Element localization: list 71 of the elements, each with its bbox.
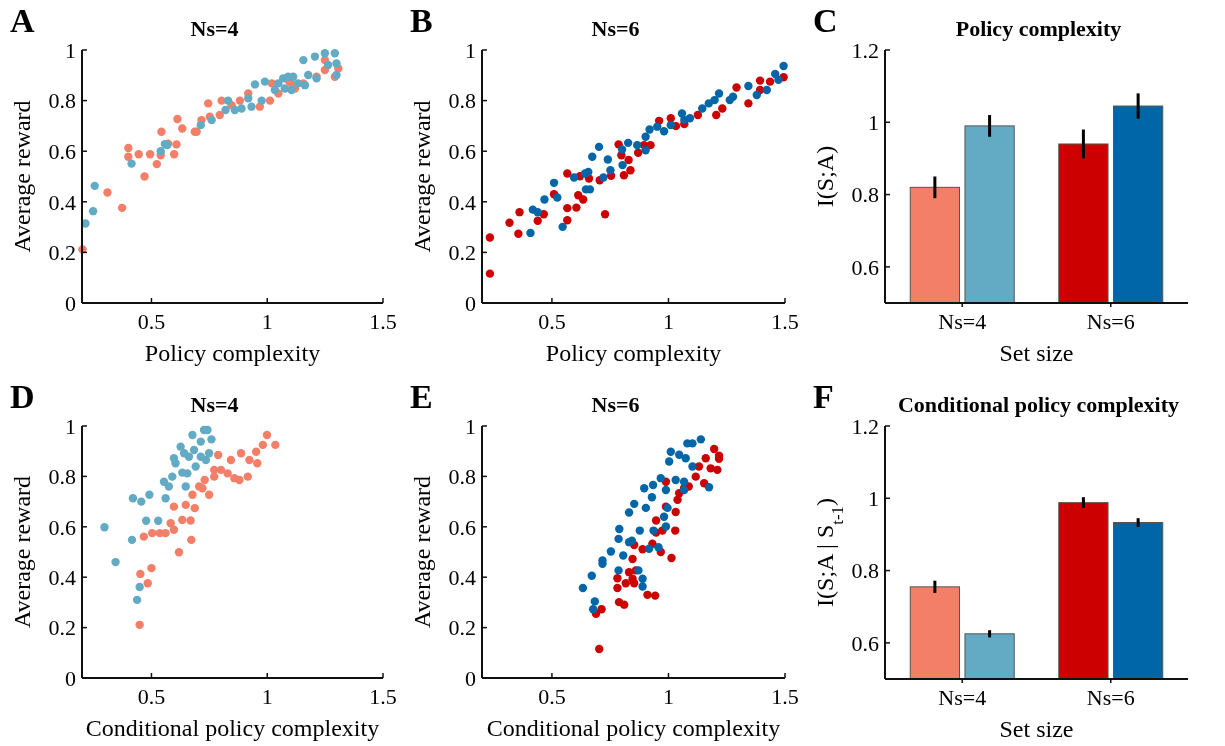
y-tick-label: 1 bbox=[868, 485, 879, 511]
text: A bbox=[10, 2, 35, 39]
y-tick-label: 0.2 bbox=[48, 615, 76, 641]
y-tick-label: 0.6 bbox=[851, 254, 879, 280]
y-tick-label: 0.2 bbox=[448, 240, 476, 266]
text: D bbox=[10, 378, 35, 415]
chart-title: Ns=6 bbox=[591, 16, 640, 41]
y-tick-label: 1.2 bbox=[851, 37, 879, 63]
y-tick-label: 0 bbox=[65, 290, 76, 316]
y-tick-label: 0.4 bbox=[48, 189, 76, 215]
y-tick-label: 0 bbox=[465, 665, 476, 691]
y-tick-label: 0.8 bbox=[448, 464, 476, 490]
y-tick-label: 0.8 bbox=[851, 558, 879, 584]
chart-title: Ns=6 bbox=[591, 392, 640, 417]
y-tick-label: 1.2 bbox=[851, 413, 879, 439]
x-tick-label: 0.5 bbox=[137, 684, 166, 709]
y-tick-label: 0.8 bbox=[48, 88, 76, 114]
text: B bbox=[410, 2, 433, 39]
y-tick-label: 1 bbox=[868, 109, 879, 135]
x-axis-title: Set size bbox=[999, 716, 1074, 742]
text: C bbox=[813, 2, 838, 39]
x-tick-label: Ns=6 bbox=[1086, 309, 1135, 334]
x-axis-title: Set size bbox=[999, 340, 1074, 366]
y-tick-label: 0.6 bbox=[48, 138, 76, 164]
x-tick-label: 1 bbox=[662, 684, 674, 709]
x-tick-label: Ns=4 bbox=[938, 685, 987, 710]
x-tick-label: 0.5 bbox=[137, 309, 166, 334]
y-tick-label: 0.8 bbox=[851, 182, 879, 208]
x-tick-label: Ns=4 bbox=[938, 309, 987, 334]
y-tick-label: 0.8 bbox=[448, 88, 476, 114]
y-tick-label: 0.6 bbox=[851, 630, 879, 656]
chart-title: Conditional policy complexity bbox=[897, 392, 1180, 417]
y-tick-label: 0 bbox=[465, 290, 476, 316]
x-tick-label: 1 bbox=[261, 684, 273, 709]
chart-title: Ns=4 bbox=[190, 16, 239, 41]
x-tick-label: 0.5 bbox=[538, 684, 566, 709]
y-tick-label: 0.6 bbox=[48, 514, 76, 540]
text: E bbox=[410, 378, 433, 415]
x-tick-label: 1.5 bbox=[771, 309, 799, 334]
y-tick-label: 1 bbox=[465, 37, 476, 63]
y-tick-label: 0.4 bbox=[448, 189, 476, 215]
y-tick-label: 0.6 bbox=[448, 514, 476, 540]
y-tick-label: 1 bbox=[65, 37, 76, 63]
y-tick-label: 0.6 bbox=[448, 138, 476, 164]
y-tick-label: 0.4 bbox=[48, 564, 76, 590]
x-tick-label: 1 bbox=[261, 309, 273, 334]
y-axis-title: Average reward bbox=[409, 100, 435, 253]
y-axis-title: Average reward bbox=[9, 475, 35, 629]
y-tick-label: 0.4 bbox=[448, 564, 476, 590]
x-tick-label: 0.5 bbox=[538, 309, 566, 334]
x-axis-title: Conditional policy complexity bbox=[486, 715, 781, 741]
x-axis-title: Policy complexity bbox=[545, 340, 722, 366]
x-axis-title: Conditional policy complexity bbox=[85, 715, 380, 741]
y-tick-label: 0 bbox=[65, 665, 76, 691]
y-axis-title: Average reward bbox=[9, 100, 35, 253]
x-tick-label: 1.5 bbox=[771, 684, 799, 709]
x-axis-title: Policy complexity bbox=[144, 340, 321, 366]
y-tick-label: 0.2 bbox=[448, 615, 476, 641]
chart-title: Ns=4 bbox=[190, 392, 239, 417]
y-tick-label: 1 bbox=[465, 413, 476, 439]
x-tick-label: 1.5 bbox=[369, 309, 397, 334]
y-tick-label: 0.8 bbox=[48, 464, 76, 490]
x-tick-label: Ns=6 bbox=[1086, 685, 1135, 710]
y-axis-title: Average reward bbox=[409, 475, 435, 629]
y-axis-title: I(S;A) bbox=[812, 145, 838, 208]
y-tick-label: 0.2 bbox=[48, 240, 76, 266]
x-tick-label: 1 bbox=[662, 309, 674, 334]
y-tick-label: 1 bbox=[65, 413, 76, 439]
x-tick-label: 1.5 bbox=[369, 684, 397, 709]
text: F bbox=[813, 378, 834, 415]
chart-title: Policy complexity bbox=[955, 16, 1122, 41]
